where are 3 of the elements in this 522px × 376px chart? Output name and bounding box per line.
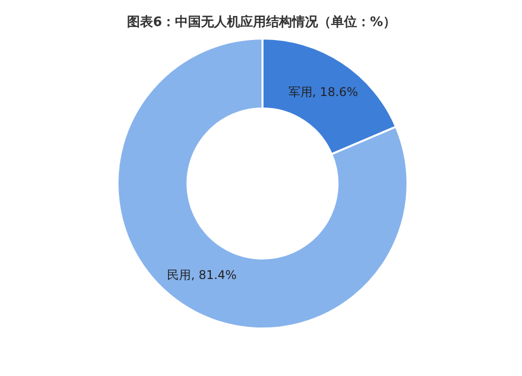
chart-title: 图表6：中国无人机应用结构情况（单位：%） xyxy=(126,14,396,30)
slice-label: 军用, 18.6% xyxy=(288,84,358,99)
slice-label: 民用, 81.4% xyxy=(166,268,237,282)
